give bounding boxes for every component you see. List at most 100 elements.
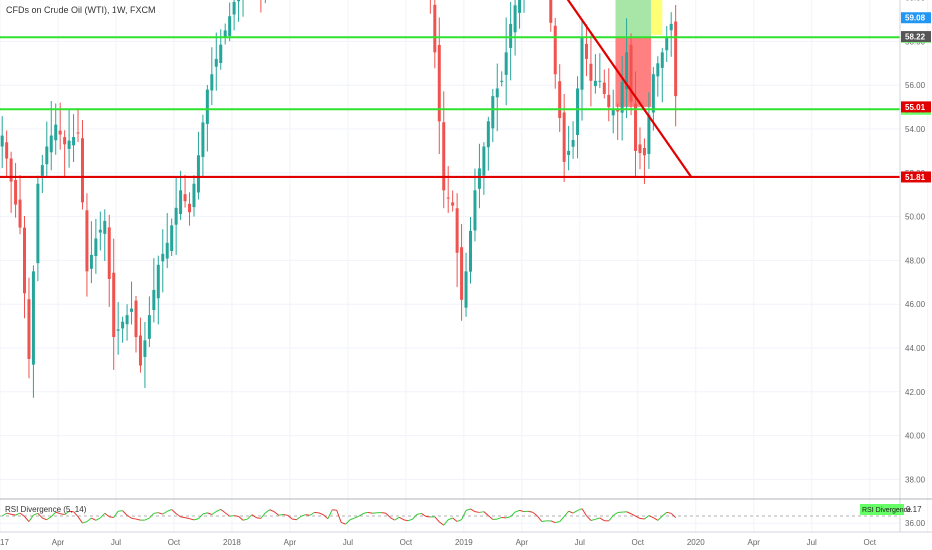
candle-body bbox=[161, 253, 165, 262]
candle-body bbox=[14, 179, 18, 205]
rsi-segment bbox=[340, 521, 346, 525]
horizontal-levels[interactable] bbox=[0, 0, 900, 179]
price-tick-label: 46.00 bbox=[905, 300, 926, 309]
candle-body bbox=[45, 146, 49, 165]
candle-body bbox=[602, 82, 606, 94]
candle-body bbox=[491, 96, 495, 129]
rsi-segment bbox=[91, 517, 97, 521]
rsi-segment bbox=[86, 517, 92, 523]
candle-body bbox=[625, 52, 629, 90]
candle-body bbox=[174, 207, 178, 225]
candle-body bbox=[72, 137, 76, 146]
rsi-segment bbox=[532, 512, 538, 517]
rsi-segment bbox=[630, 513, 636, 517]
rsi-segment bbox=[389, 517, 395, 521]
rsi-segment bbox=[452, 517, 458, 522]
rsi-segment bbox=[77, 516, 83, 524]
price-tags: 74.1864.2161.1958.1954.9051.8161.1059.08… bbox=[901, 12, 931, 183]
rsi-segment bbox=[510, 511, 516, 517]
chart-grid bbox=[0, 0, 929, 532]
price-axis[interactable]: 36.00 38.00 40.00 42.00 44.00 46.00 48.00 50.00… bbox=[899, 0, 926, 532]
time-axis[interactable]: 2017 Apr Jul Oct 2018 Apr Jul Oct 2019 Apr Jul Oct 2… bbox=[0, 531, 932, 547]
rsi-segment bbox=[153, 512, 159, 514]
candle-body bbox=[5, 142, 9, 159]
candle-body bbox=[571, 139, 575, 147]
candle-body bbox=[196, 155, 200, 193]
time-tick-label: 2018 bbox=[223, 538, 241, 547]
candle-body bbox=[201, 122, 205, 157]
rsi-segment bbox=[283, 514, 288, 516]
candle-body bbox=[589, 63, 593, 81]
candle-body bbox=[98, 229, 102, 233]
candle-body bbox=[477, 168, 481, 189]
candle-body bbox=[518, 0, 522, 13]
candle-body bbox=[455, 208, 459, 253]
candle-body bbox=[629, 44, 633, 102]
candle-body bbox=[76, 132, 80, 134]
rsi-segment bbox=[118, 510, 123, 512]
time-tick-label: Apr bbox=[52, 538, 65, 547]
price-tick-label: 60.00 bbox=[905, 0, 926, 3]
candle-body bbox=[473, 190, 477, 231]
candle-body bbox=[67, 140, 71, 149]
rsi-segment bbox=[33, 512, 39, 516]
candle-body bbox=[192, 183, 196, 208]
time-tick-label: Oct bbox=[632, 538, 645, 547]
price-tick-label: 36.00 bbox=[905, 519, 926, 528]
time-tick-label: Oct bbox=[168, 538, 181, 547]
price-tag-box bbox=[901, 31, 931, 43]
candle-body bbox=[103, 220, 107, 234]
candle-body bbox=[89, 254, 93, 269]
rsi-segment bbox=[82, 521, 88, 524]
rsi-segment bbox=[28, 514, 34, 522]
rsi-segment bbox=[211, 511, 217, 515]
rsi-segment bbox=[207, 512, 212, 515]
rsi-segment bbox=[461, 510, 467, 520]
candle-body bbox=[31, 271, 35, 365]
price-tick-label: 44.00 bbox=[905, 344, 926, 353]
candle-body bbox=[147, 315, 151, 339]
rsi-segment bbox=[234, 515, 239, 517]
rsi-segment bbox=[292, 518, 297, 521]
candle-body bbox=[513, 5, 517, 33]
candle-body bbox=[94, 238, 98, 257]
rsi-segment bbox=[19, 512, 25, 517]
rsi-segment bbox=[385, 512, 391, 518]
rsi-segment bbox=[541, 520, 547, 523]
rsi-segment bbox=[322, 514, 329, 520]
rsi-segment bbox=[37, 512, 43, 519]
candle-body bbox=[442, 122, 446, 191]
highlight-box bbox=[651, 0, 663, 35]
candle-body bbox=[558, 81, 562, 119]
rsi-segment bbox=[412, 514, 418, 520]
rsi-segment bbox=[50, 511, 57, 517]
rsi-segment bbox=[421, 513, 427, 517]
chart-title: CFDs on Crude Oil (WTI), 1W, FXCM bbox=[6, 5, 156, 15]
candle-body bbox=[116, 329, 120, 331]
price-tick-label: 38.00 bbox=[905, 475, 926, 484]
rsi-segment bbox=[122, 510, 128, 516]
candle-body bbox=[665, 38, 669, 51]
rsi-segment bbox=[296, 515, 302, 521]
rsi-segment bbox=[398, 516, 404, 521]
candle-body bbox=[580, 37, 584, 90]
rsi-segment bbox=[305, 514, 311, 516]
trendline[interactable] bbox=[317, 0, 693, 178]
time-tick-label: Oct bbox=[400, 538, 413, 547]
candle-body bbox=[36, 183, 40, 264]
rsi-segment bbox=[349, 517, 355, 521]
candle-body bbox=[188, 203, 192, 213]
rsi-segment bbox=[202, 512, 208, 515]
rsi-segment bbox=[126, 514, 132, 519]
rsi-segment bbox=[514, 509, 520, 513]
candle-body bbox=[486, 121, 490, 148]
price-tag-label: 58.22 bbox=[905, 33, 926, 42]
trendline-line bbox=[566, 0, 693, 178]
rsi-segment bbox=[528, 510, 534, 513]
candle-body bbox=[27, 299, 31, 359]
rsi-segment bbox=[60, 513, 65, 516]
rsi-value: 0.17 bbox=[906, 505, 922, 514]
time-tick-label: 2017 bbox=[0, 538, 9, 547]
